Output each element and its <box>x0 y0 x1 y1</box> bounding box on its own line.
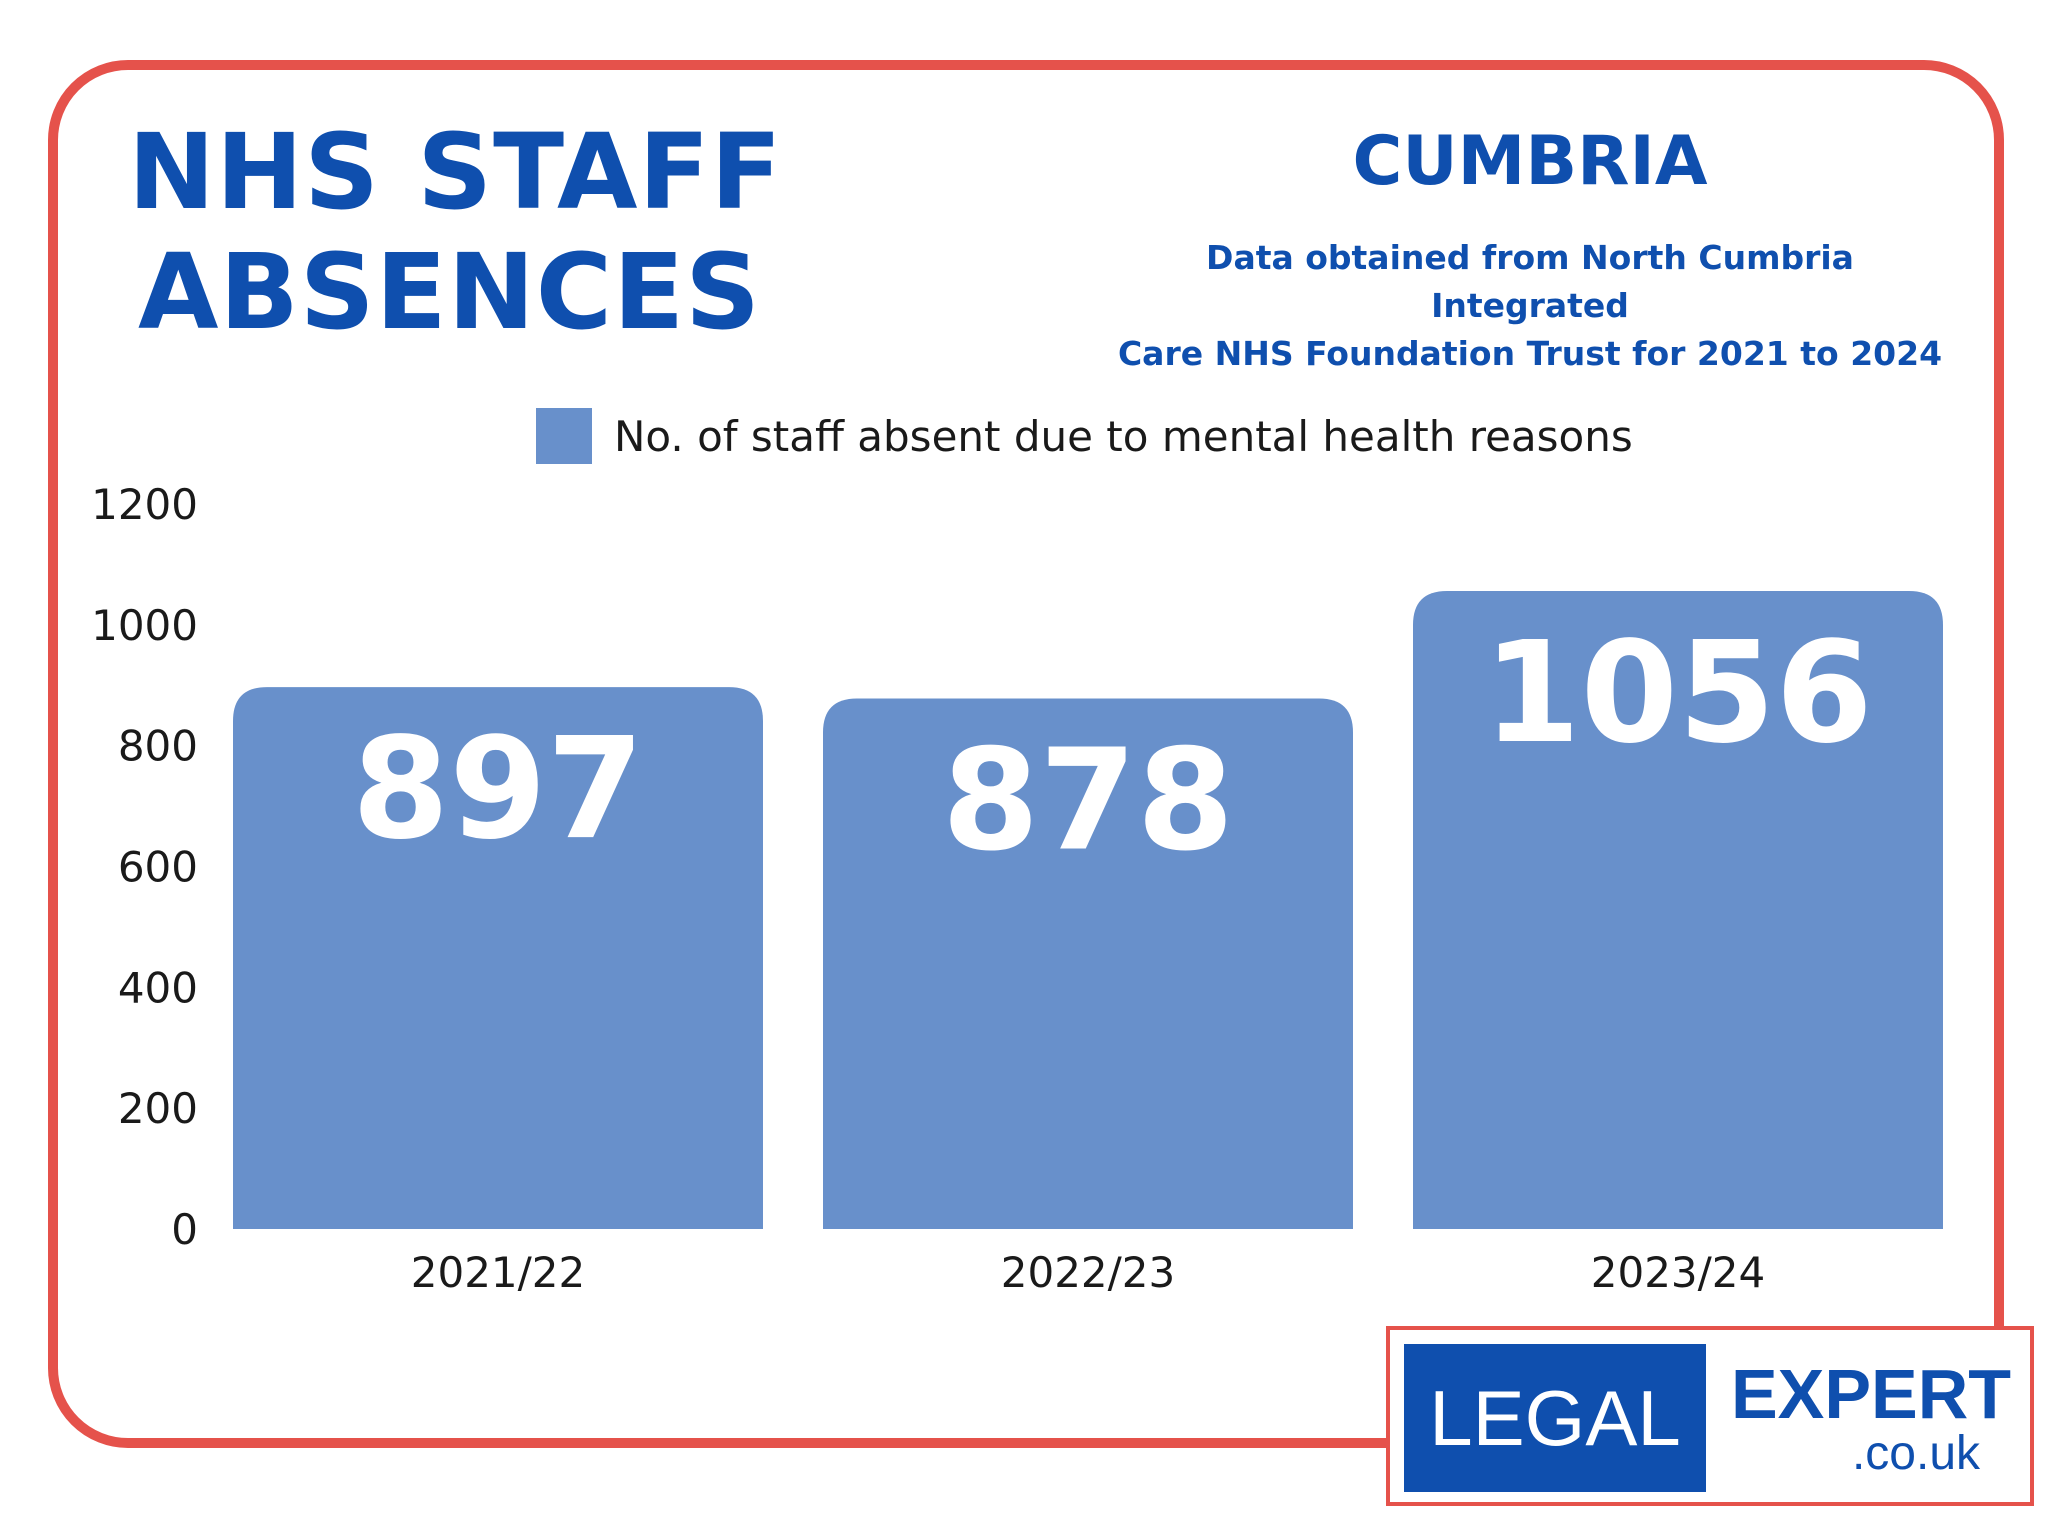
x-tick-label: 2023/24 <box>1591 1248 1765 1297</box>
y-tick-label: 600 <box>118 843 198 892</box>
y-tick-label: 200 <box>118 1084 198 1133</box>
title-line-2: ABSENCES <box>138 231 762 353</box>
title-line-1: NHS STAFF <box>128 111 783 233</box>
logo-domain-text: .co.uk <box>1851 1427 1981 1480</box>
bar <box>233 687 763 1229</box>
region-title: CUMBRIA <box>1352 122 1708 201</box>
x-tick-label: 2022/23 <box>1001 1248 1175 1297</box>
page-title: NHS STAFF ABSENCES <box>128 111 783 353</box>
legend-label: No. of staff absent due to mental health… <box>614 411 1633 461</box>
y-tick-label: 1000 <box>91 601 198 650</box>
bar <box>823 698 1353 1229</box>
chart-legend: No. of staff absent due to mental health… <box>536 406 1633 466</box>
bar-value-label: 878 <box>942 720 1234 883</box>
y-tick-label: 1200 <box>91 480 198 529</box>
bar-value-label: 1056 <box>1483 612 1873 775</box>
y-tick-label: 800 <box>118 722 198 771</box>
logo-right-text: EXPERT <box>1730 1355 2012 1433</box>
legal-expert-logo: LEGAL EXPERT .co.uk <box>1386 1326 2034 1506</box>
legend-swatch <box>536 408 592 464</box>
source-line-2: Care NHS Foundation Trust for 2021 to 20… <box>1117 334 1943 373</box>
source-line-1: Data obtained from North Cumbria Integra… <box>1206 238 1854 325</box>
logo-right: EXPERT .co.uk <box>1716 1344 2026 1492</box>
source-note: Data obtained from North Cumbria Integra… <box>1110 234 1950 378</box>
y-tick-label: 400 <box>118 963 198 1012</box>
x-tick-label: 2021/22 <box>411 1248 585 1297</box>
bar-value-label: 897 <box>352 708 644 871</box>
logo-left-text: LEGAL <box>1404 1344 1706 1492</box>
y-tick-label: 0 <box>171 1205 198 1254</box>
bar <box>1413 591 1943 1229</box>
